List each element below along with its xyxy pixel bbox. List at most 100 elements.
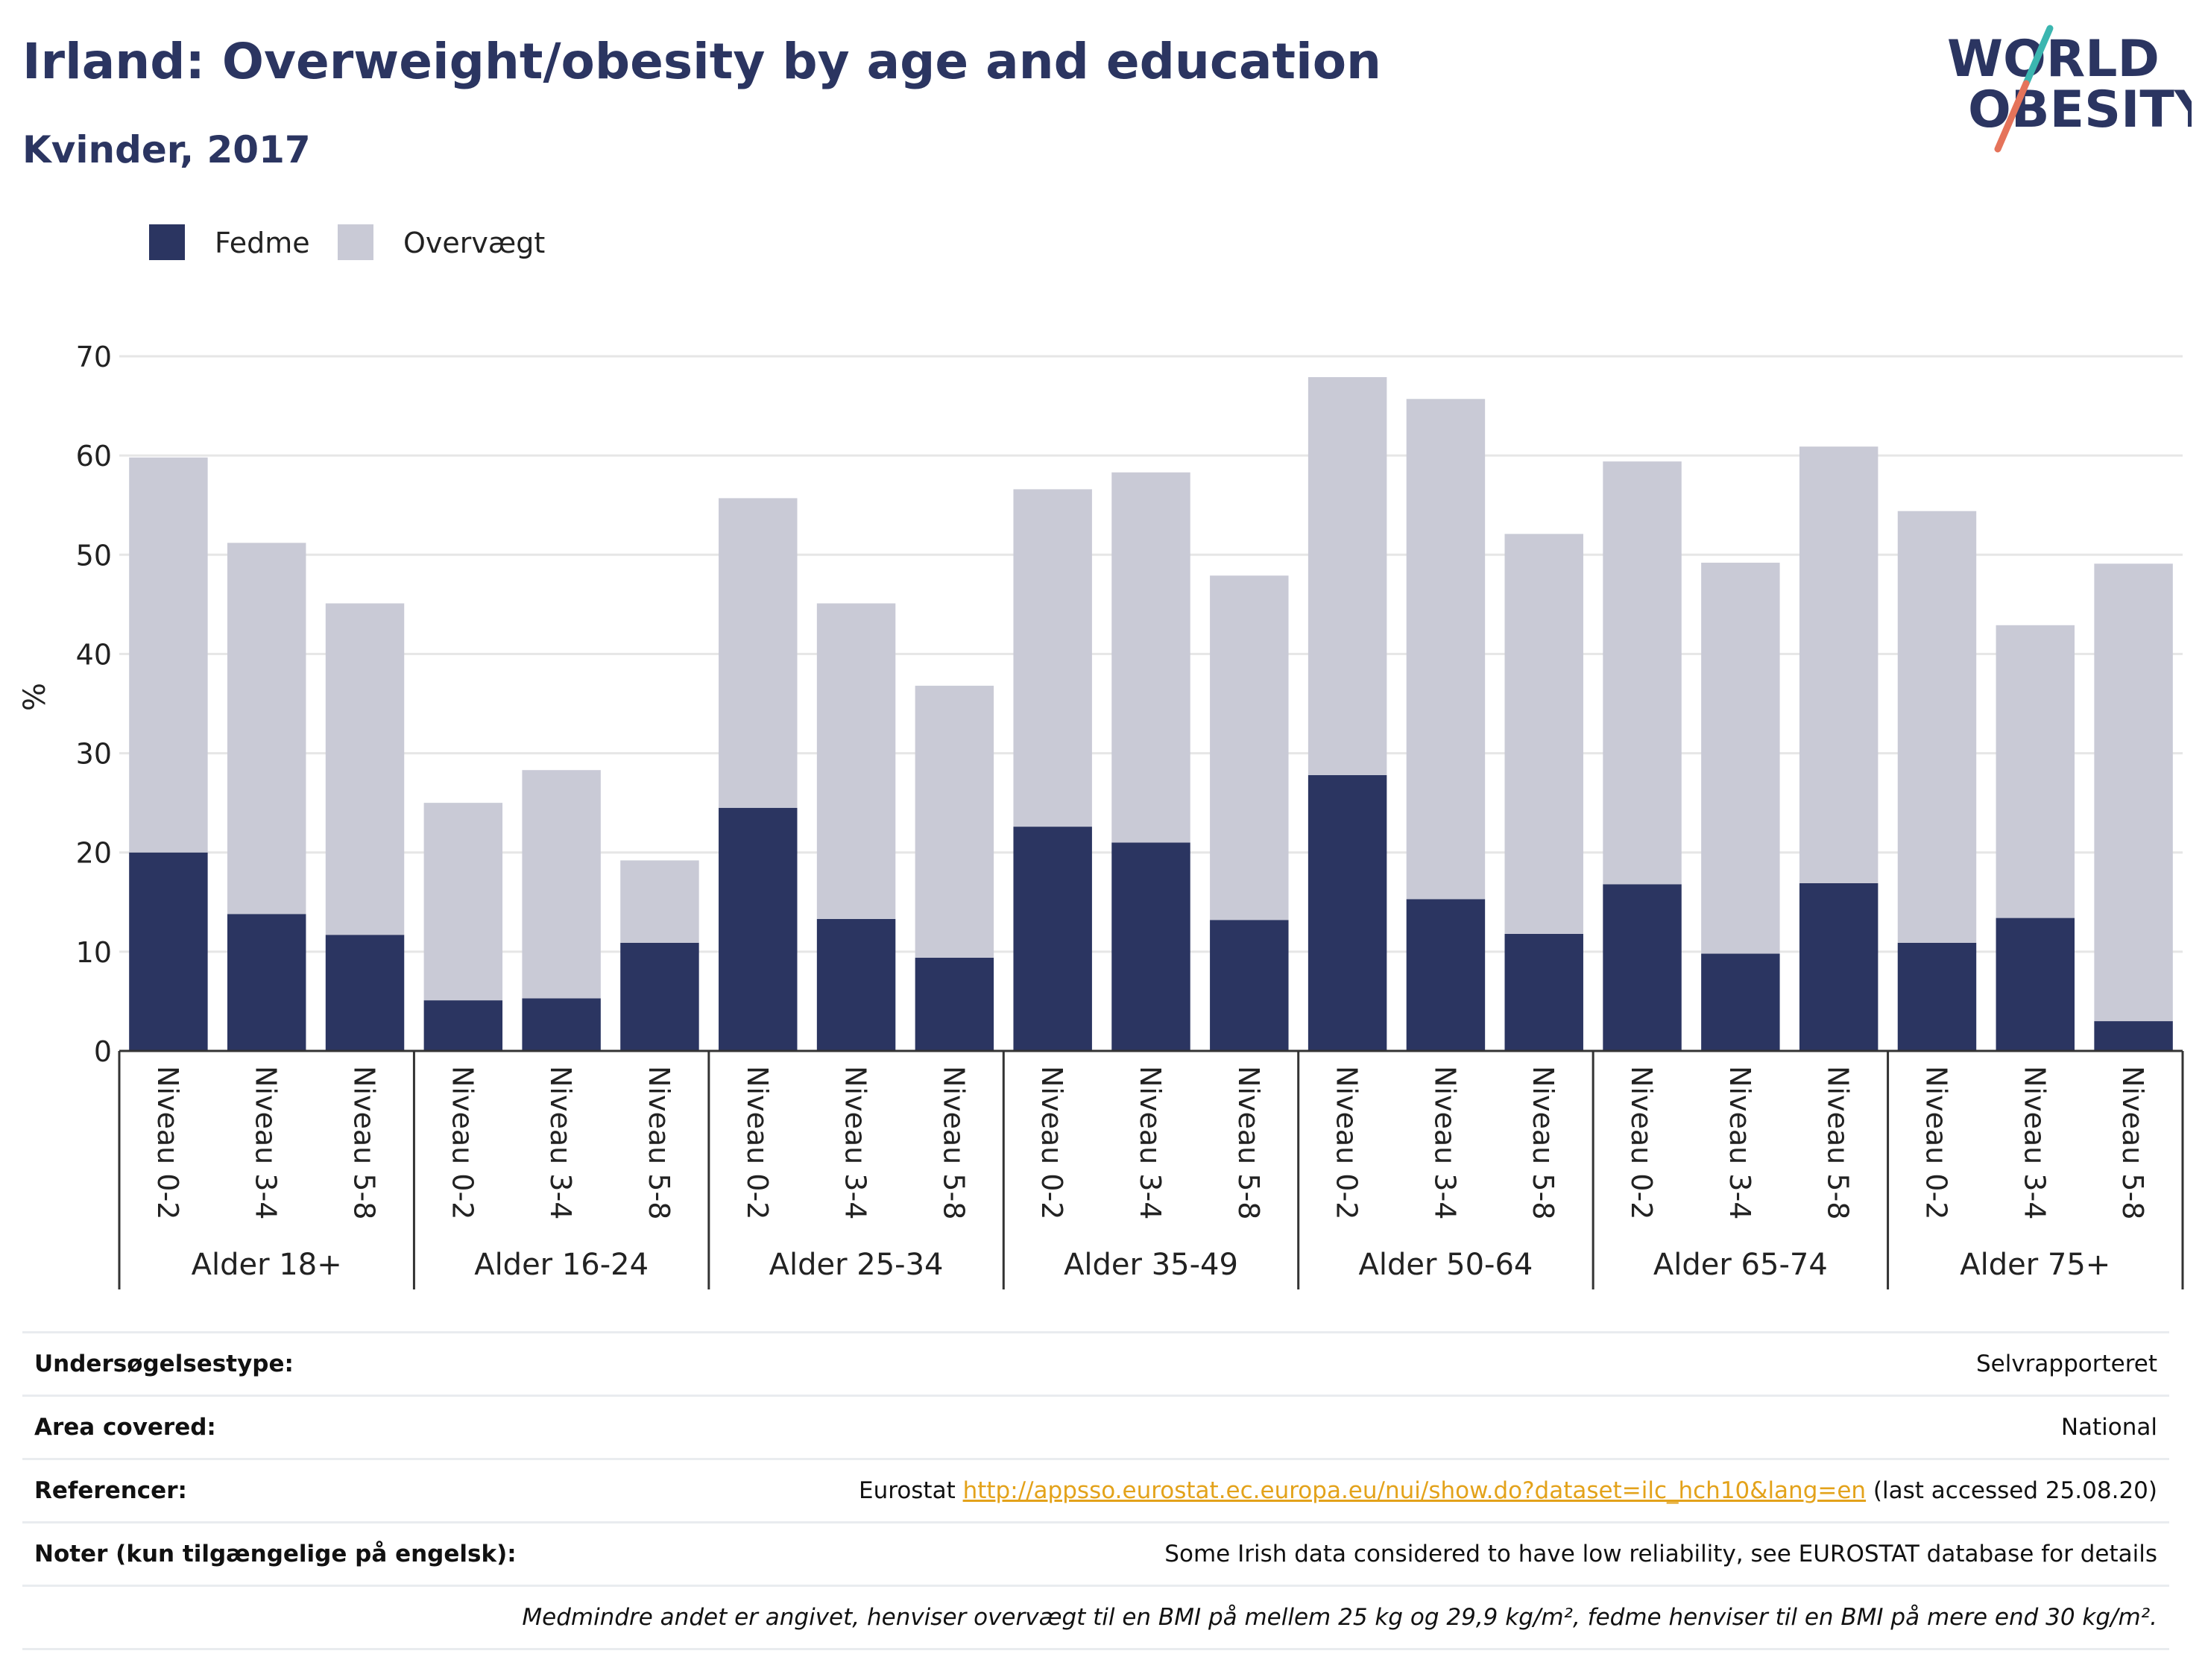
reference-prefix: Eurostat — [859, 1477, 963, 1504]
y-tick-label: 70 — [76, 341, 112, 373]
bar-fedme — [325, 935, 405, 1051]
bar-fedme — [1701, 953, 1780, 1051]
x-tick-label: Niveau 5-8 — [937, 1066, 970, 1219]
group-label: Alder 16-24 — [474, 1248, 649, 1282]
x-tick-label: Niveau 3-4 — [544, 1066, 577, 1219]
bar-fedme — [1897, 942, 1977, 1051]
bar-fedme — [129, 852, 208, 1051]
logo-slash-coral — [1994, 80, 2030, 153]
info-row-area-covered: Area covered: National — [22, 1395, 2169, 1458]
group-label: Alder 25-34 — [769, 1248, 944, 1282]
bar-overvaegt — [1799, 446, 1878, 883]
chart-title: Irland: Overweight/obesity by age and ed… — [22, 33, 1382, 90]
bar-fedme — [1307, 774, 1387, 1051]
x-tick-label: Niveau 3-4 — [1134, 1066, 1167, 1219]
bar-fedme — [1406, 899, 1486, 1051]
legend-swatch-1 — [149, 224, 185, 260]
bar-overvaegt — [1210, 575, 1289, 920]
bar-overvaegt — [522, 770, 601, 999]
logo-line-2: OBESITY — [1968, 80, 2192, 139]
bar-overvaegt — [1996, 625, 2075, 918]
x-tick-label: Niveau 3-4 — [839, 1066, 872, 1219]
x-tick-label: Niveau 5-8 — [348, 1066, 381, 1219]
bar-fedme — [816, 918, 896, 1051]
x-tick-label: Niveau 0-2 — [1625, 1066, 1658, 1219]
reference-suffix: (last accessed 25.08.20) — [1866, 1477, 2157, 1504]
y-tick-label: 50 — [76, 539, 112, 572]
info-label: Undersøgelsestype: — [34, 1351, 294, 1377]
bar-fedme — [522, 998, 601, 1051]
eurostat-link[interactable]: http://appsso.eurostat.ec.europa.eu/nui/… — [962, 1477, 1867, 1504]
bar-fedme — [1996, 918, 2075, 1051]
info-table: Undersøgelsestype: Selvrapporteret Area … — [22, 1331, 2169, 1650]
bar-fedme — [2094, 1021, 2173, 1051]
y-tick-label: 40 — [76, 638, 112, 671]
bar-fedme — [1504, 933, 1583, 1051]
legend-label-2: Overvægt — [403, 227, 545, 259]
legend-label-1: Fedme — [215, 227, 310, 259]
bar-overvaegt — [1897, 511, 1977, 943]
bar-overvaegt — [1701, 562, 1780, 954]
x-tick-label: Niveau 5-8 — [2116, 1066, 2149, 1219]
bar-fedme — [227, 914, 306, 1051]
info-row-footnote: Medmindre andet er angivet, henviser ove… — [22, 1585, 2169, 1650]
bar-fedme — [915, 957, 994, 1051]
group-label: Alder 75+ — [1960, 1248, 2110, 1282]
bmi-footnote: Medmindre andet er angivet, henviser ove… — [522, 1604, 2157, 1631]
logo-slash-teal — [2022, 25, 2054, 87]
world-obesity-logo: WORLD OBESITY — [1947, 25, 2192, 153]
logo-line-1: WORLD — [1947, 30, 2160, 89]
bar-overvaegt — [719, 498, 798, 808]
group-label: Alder 35-49 — [1064, 1248, 1238, 1282]
y-tick-label: 0 — [94, 1035, 112, 1068]
y-axis: 0 10 20 30 40 50 60 70 — [76, 341, 112, 1068]
legend-swatch-2 — [338, 224, 373, 260]
bar-overvaegt — [1504, 534, 1583, 934]
legend: Fedme Overvægt — [149, 224, 545, 260]
bar-overvaegt — [423, 803, 503, 1001]
info-row-notes: Noter (kun tilgængelige på engelsk): Som… — [22, 1521, 2169, 1585]
x-tick-label: Niveau 3-4 — [1723, 1066, 1756, 1219]
group-label: Alder 18+ — [192, 1248, 342, 1282]
info-label: Referencer: — [34, 1477, 187, 1504]
bar-fedme — [1799, 882, 1878, 1051]
info-row-survey-type: Undersøgelsestype: Selvrapporteret — [22, 1331, 2169, 1395]
stacked-bar-chart: Fedme Overvægt 0 10 20 30 40 50 60 70 % Niveau 0… — [18, 224, 2184, 1289]
x-tick-label: Niveau 3-4 — [2018, 1066, 2051, 1219]
y-tick-label: 30 — [76, 738, 112, 771]
bar-fedme — [620, 942, 699, 1051]
bar-fedme — [1013, 827, 1092, 1051]
bar-fedme — [1603, 884, 1682, 1051]
bar-overvaegt — [1013, 489, 1092, 827]
info-value: Selvrapporteret — [1975, 1351, 2157, 1377]
chart-subtitle: Kvinder, 2017 — [22, 128, 311, 171]
x-axis: Niveau 0-2 Niveau 3-4 Niveau 5-8 Niveau 0-2… — [118, 1049, 2184, 1289]
x-tick-label: Niveau 5-8 — [1822, 1066, 1855, 1219]
group-label: Alder 65-74 — [1653, 1248, 1828, 1282]
bar-overvaegt — [816, 603, 896, 919]
x-tick-label: Niveau 3-4 — [250, 1066, 283, 1219]
y-axis-label: % — [18, 683, 52, 711]
bar-overvaegt — [227, 543, 306, 915]
x-tick-label: Niveau 0-2 — [1919, 1066, 1952, 1219]
bar-overvaegt — [915, 686, 994, 958]
x-tick-label: Niveau 0-2 — [446, 1066, 479, 1219]
x-tick-label: Niveau 0-2 — [1035, 1066, 1068, 1219]
info-row-references: Referencer: Eurostat http://appsso.euros… — [22, 1458, 2169, 1521]
x-tick-label: Niveau 0-2 — [741, 1066, 774, 1219]
y-tick-label: 10 — [76, 936, 112, 969]
bar-overvaegt — [620, 860, 699, 943]
bar-overvaegt — [2094, 563, 2173, 1022]
bar-fedme — [719, 807, 798, 1051]
bar-overvaegt — [325, 603, 405, 935]
y-tick-label: 60 — [76, 440, 112, 473]
x-tick-label: Niveau 0-2 — [1331, 1066, 1363, 1219]
bar-overvaegt — [1603, 461, 1682, 885]
info-label: Area covered: — [34, 1414, 216, 1441]
group-label: Alder 50-64 — [1358, 1248, 1533, 1282]
info-value: Some Irish data considered to have low r… — [1164, 1541, 2157, 1567]
info-value: National — [2060, 1414, 2157, 1441]
bar-overvaegt — [129, 457, 208, 853]
bar-overvaegt — [1111, 472, 1190, 843]
info-label: Noter (kun tilgængelige på engelsk): — [34, 1541, 517, 1567]
